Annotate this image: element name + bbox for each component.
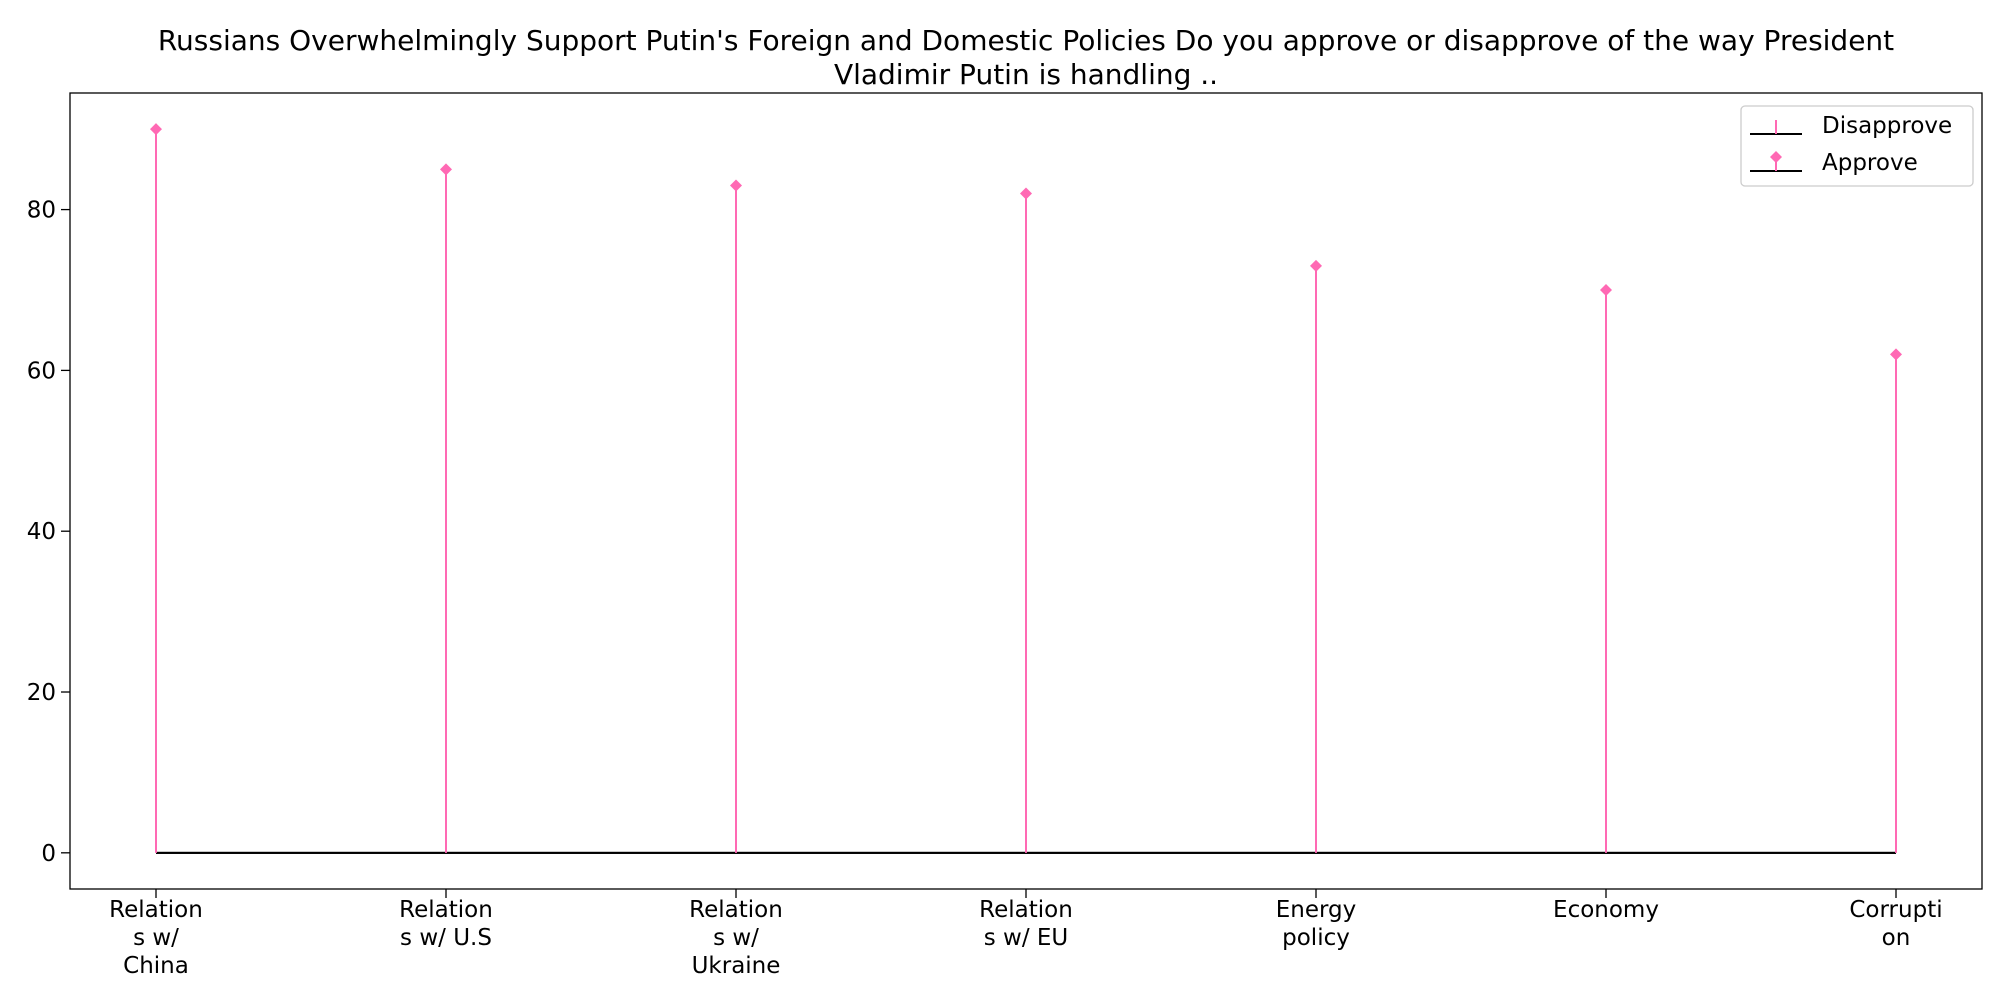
data-point-approve	[440, 163, 452, 176]
x-tick-label: s w/ EU	[984, 925, 1069, 951]
y-tick-label: 60	[27, 358, 56, 384]
x-tick-label: Relation	[109, 897, 203, 923]
x-tick-label: Energy	[1276, 897, 1357, 923]
x-tick-label: on	[1882, 925, 1911, 951]
y-axis: 0 20 40 60 80	[27, 198, 70, 867]
data-point-approve	[1890, 348, 1902, 361]
data-point-approve	[150, 123, 162, 136]
data-point-approve	[730, 179, 742, 192]
x-tick-label: China	[123, 953, 189, 979]
y-tick-label: 20	[27, 680, 56, 706]
data-point-approve	[1600, 283, 1612, 296]
chart-title: Russians Overwhelmingly Support Putin's …	[158, 24, 1894, 91]
x-tick-label: Relation	[979, 897, 1073, 923]
data-point-approve	[1020, 187, 1032, 200]
x-tick-label: s w/	[133, 925, 179, 951]
y-tick-label: 40	[27, 519, 56, 545]
x-tick-label: Ukraine	[692, 953, 781, 979]
markers	[150, 123, 1902, 361]
x-tick-label: Corrupti	[1849, 897, 1942, 923]
x-tick-label: Relation	[399, 897, 493, 923]
legend-entry-approve: Approve	[1750, 150, 1918, 176]
x-tick-label: s w/ U.S	[400, 925, 492, 951]
stems	[155, 129, 1897, 853]
legend-label: Approve	[1822, 150, 1918, 176]
x-tick-label: s w/	[713, 925, 759, 951]
title-line: Vladimir Putin is handling ..	[834, 58, 1218, 91]
x-tick-label: Relation	[689, 897, 783, 923]
legend-box	[1740, 105, 1974, 187]
y-tick-label: 0	[41, 841, 56, 867]
legend-label: Disapprove	[1822, 113, 1952, 139]
legend: Disapprove Approve	[1740, 105, 1974, 187]
x-tick-label: Economy	[1553, 897, 1659, 923]
legend-marker-swatch	[1770, 151, 1782, 163]
y-tick-label: 80	[27, 198, 56, 224]
title-line: Russians Overwhelmingly Support Putin's …	[158, 24, 1894, 57]
legend-entry-disapprove: Disapprove	[1750, 113, 1952, 139]
x-tick-label: policy	[1282, 925, 1350, 951]
data-point-approve	[1310, 259, 1322, 272]
